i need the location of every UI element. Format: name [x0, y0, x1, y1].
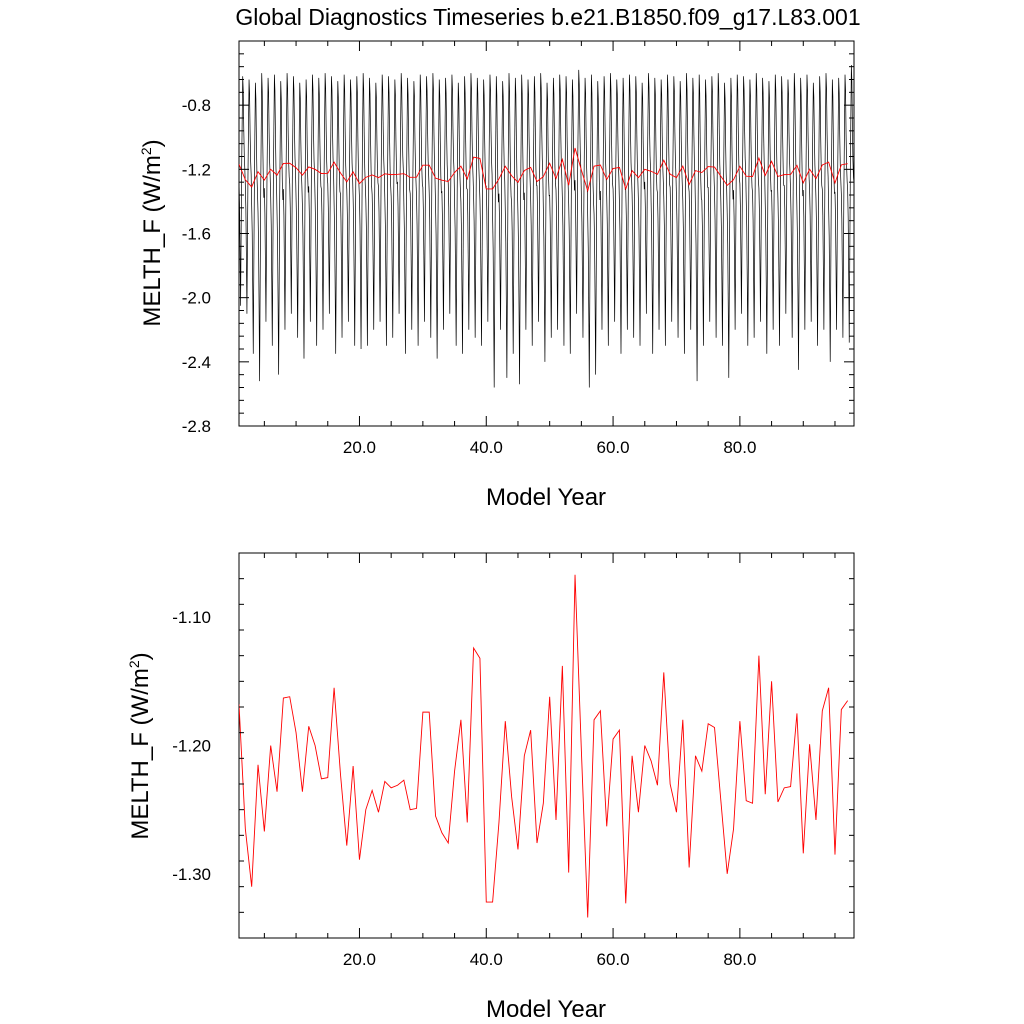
x-axis: 20.0 40.0 60.0 80.0	[263, 553, 836, 969]
y-tick-label: -1.30	[172, 865, 211, 884]
monthly-series-line	[239, 65, 854, 388]
y-tick-label: -1.2	[182, 160, 211, 179]
annual-mean-series-line	[239, 147, 848, 193]
annual-mean-series-line	[239, 574, 849, 918]
y-tick-label: -0.8	[182, 96, 211, 115]
y-axis-title-superscript: 2	[126, 660, 142, 668]
timeseries-panel-monthly: 20.0 40.0 60.0 80.0 -2.8 -2.4 -2.0 -1.6 -1.2 -0.…	[138, 40, 855, 511]
x-axis-title: Model Year	[486, 484, 606, 511]
x-tick-label: 80.0	[723, 438, 756, 457]
y-tick-label: -1.20	[172, 737, 211, 756]
x-tick-label: 80.0	[723, 950, 756, 969]
figure-title: Global Diagnostics Timeseries b.e21.B185…	[235, 4, 860, 30]
y-axis: -2.8 -2.4 -2.0 -1.6 -1.2 -0.8	[182, 40, 854, 436]
y-tick-label: -2.4	[182, 353, 211, 372]
y-tick-label: -2.8	[182, 417, 211, 436]
x-axis-title: Model Year	[486, 996, 606, 1023]
y-tick-label: -1.6	[182, 225, 211, 244]
series-layer	[239, 65, 854, 388]
y-tick-label: -2.0	[182, 289, 211, 308]
x-tick-label: 20.0	[343, 950, 376, 969]
y-tick-label: -1.10	[172, 608, 211, 627]
y-axis: -1.30 -1.20 -1.10	[172, 552, 854, 939]
y-axis-title: MELTH_F (W/m2)	[126, 652, 154, 839]
x-axis: 20.0 40.0 60.0 80.0	[263, 41, 836, 457]
timeseries-panel-annual: 20.0 40.0 60.0 80.0 -1.30 -1.20 -1.10 Model Y…	[126, 552, 855, 1023]
x-tick-label: 40.0	[470, 438, 503, 457]
plot-frame	[238, 552, 855, 939]
x-tick-label: 40.0	[470, 950, 503, 969]
x-tick-label: 60.0	[597, 438, 630, 457]
y-axis-title: MELTH_F (W/m2)	[138, 139, 166, 326]
x-tick-label: 20.0	[343, 438, 376, 457]
y-axis-title-superscript: 2	[138, 147, 154, 155]
series-layer	[239, 574, 849, 918]
x-tick-label: 60.0	[597, 950, 630, 969]
